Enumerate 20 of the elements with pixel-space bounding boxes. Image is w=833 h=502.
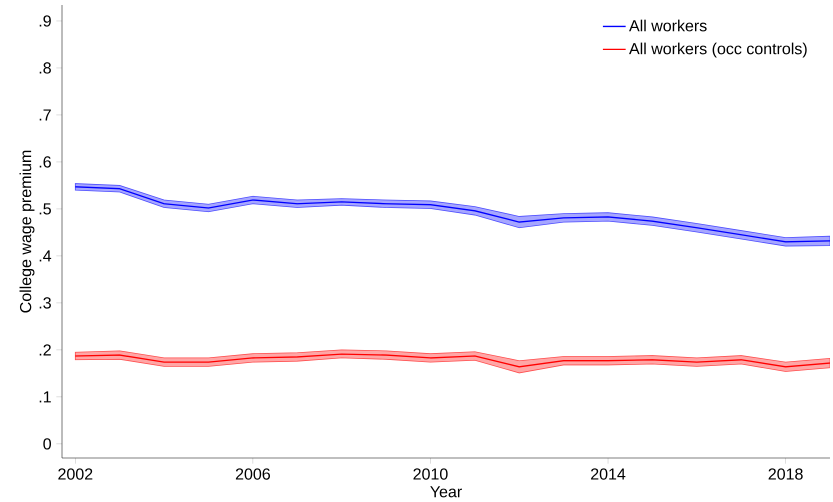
legend-label: All workers [629,20,707,32]
y-tick-label: .5 [40,203,51,215]
x-tick-label: 2006 [236,468,270,480]
y-tick-label: .6 [40,156,51,168]
y-tick-label: .8 [40,62,51,74]
x-tick-label: 2010 [413,468,448,480]
y-tick-label: .2 [40,344,51,356]
y-tick-label: .3 [40,297,51,309]
y-tick-label: .1 [40,391,51,402]
y-tick-label: 0 [43,438,51,450]
y-tick-label: .7 [40,109,51,120]
y-axis-title: College wage premium [20,150,34,312]
y-tick-label: .4 [40,250,52,262]
x-tick-label: 2018 [768,468,803,480]
legend-label: All workers (occ controls) [629,42,807,58]
line-series [74,353,830,368]
x-tick-label: 2014 [591,468,626,480]
y-tick-label: .9 [40,15,51,27]
x-tick-label: 2002 [58,468,92,480]
x-axis-title: Year [430,486,462,498]
